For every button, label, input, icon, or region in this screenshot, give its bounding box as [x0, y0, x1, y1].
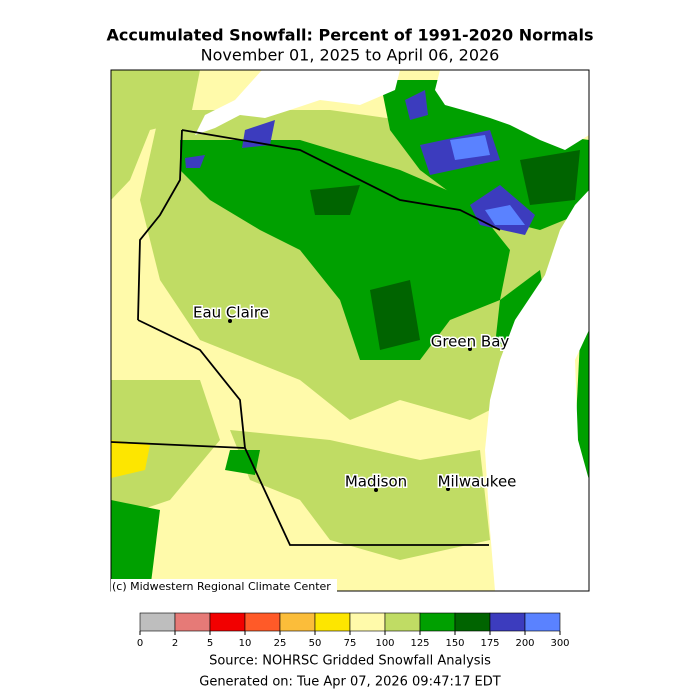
- legend-swatch: [384, 612, 421, 632]
- colorbar: 0 2 5 10 25 50 75 100 125 150 175 200 300: [137, 612, 570, 649]
- city-markers: [228, 319, 472, 492]
- source: Source: NOHRSC Gridded Snowfall Analysis: [209, 654, 491, 669]
- legend-tick-label: 10: [239, 638, 252, 649]
- legend-tick-label: 125: [410, 638, 429, 649]
- legend-swatch: [139, 612, 176, 632]
- legend-swatch: [524, 612, 561, 632]
- legend-tick-label: 5: [207, 638, 213, 649]
- city-label: Madison: [345, 473, 407, 491]
- legend-swatch: [454, 612, 491, 632]
- legend-swatch: [244, 612, 281, 632]
- title: Accumulated Snowfall: Percent of 1991-20…: [107, 26, 594, 45]
- legend-tick-label: 300: [550, 638, 569, 649]
- legend-swatch: [489, 612, 526, 632]
- city-label: Eau Claire: [193, 304, 269, 322]
- map-frame: [110, 69, 590, 592]
- legend-tick-label: 175: [480, 638, 499, 649]
- legend-swatch: [279, 612, 316, 632]
- legend-tick-label: 100: [375, 638, 394, 649]
- legend-swatch: [174, 612, 211, 632]
- legend-tick-label: 75: [344, 638, 357, 649]
- legend-swatch: [209, 612, 246, 632]
- credit-box: [111, 579, 337, 593]
- subtitle: November 01, 2025 to April 06, 2026: [201, 46, 500, 65]
- generated: Generated on: Tue Apr 07, 2026 09:47:17 …: [199, 675, 501, 690]
- legend-tick-label: 50: [309, 638, 322, 649]
- city-label: Milwaukee: [438, 473, 517, 491]
- legend-swatch: [314, 612, 351, 632]
- legend-tick-label: 25: [274, 638, 287, 649]
- legend-tick-label: 2: [172, 638, 178, 649]
- legend-swatch: [419, 612, 456, 632]
- credit: (c) Midwestern Regional Climate Center: [112, 580, 331, 593]
- legend-tick-label: 200: [515, 638, 534, 649]
- city-label: Green Bay: [431, 333, 510, 351]
- legend-tick-label: 150: [445, 638, 464, 649]
- map: [111, 70, 589, 591]
- legend-tick-label: 0: [137, 638, 143, 649]
- legend-swatch: [349, 612, 386, 632]
